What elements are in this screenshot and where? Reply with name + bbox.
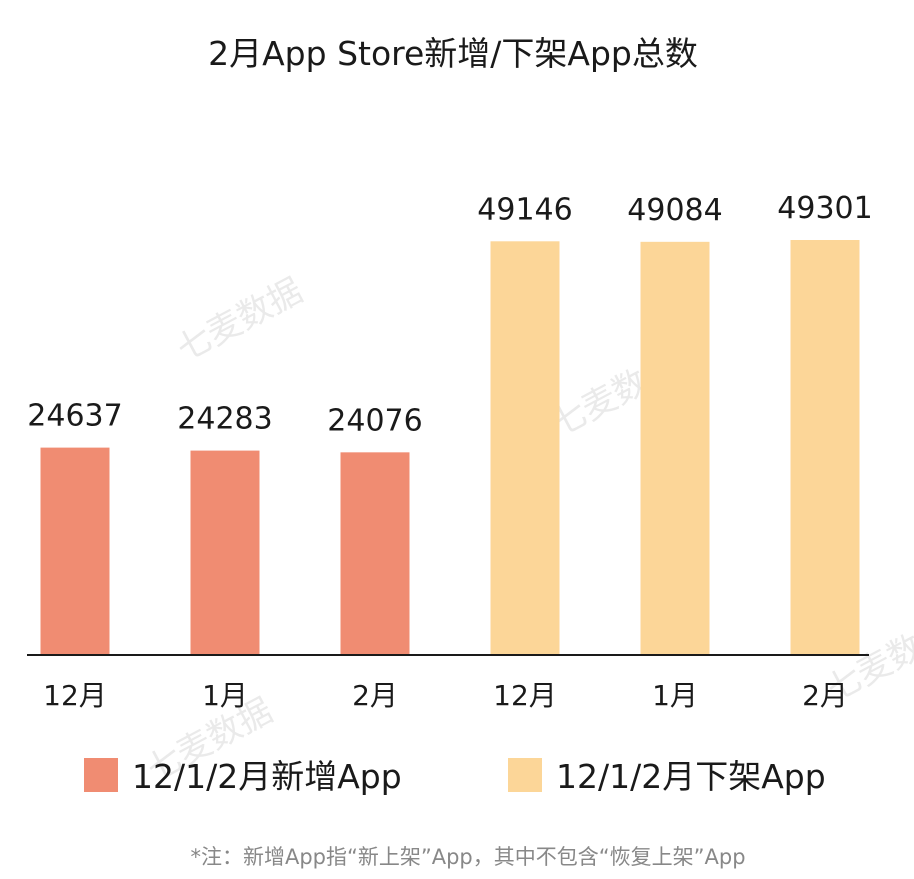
data-label-1: 24283: [177, 402, 272, 437]
bar-removed-3: [490, 241, 560, 655]
data-label-3: 49146: [477, 192, 572, 227]
legend-label-0: 12/1/2月新增App: [132, 757, 402, 796]
watermark-0: 七麦数据: [170, 271, 309, 370]
x-tick-label-0: 12月: [43, 679, 107, 712]
x-tick-label-3: 12月: [493, 679, 557, 712]
bar-added-0: [40, 447, 110, 655]
x-tick-label-1: 1月: [202, 679, 248, 712]
data-label-5: 49301: [777, 191, 872, 226]
chart-title: 2月App Store新增/下架App总数: [208, 34, 698, 73]
x-tick-label-5: 2月: [802, 679, 848, 712]
legend-swatch-1: [508, 758, 542, 792]
bar-removed-4: [640, 241, 710, 655]
data-label-4: 49084: [627, 193, 722, 228]
legend: 12/1/2月新增App 12/1/2月下架App: [84, 757, 826, 796]
bar-added-1: [190, 450, 260, 655]
bar-added-2: [340, 452, 410, 655]
x-tick-label-2: 2月: [352, 679, 398, 712]
x-axis-ticks: 12月 1月 2月 12月 1月 2月: [43, 679, 848, 712]
bar-removed-5: [790, 240, 860, 655]
x-tick-label-4: 1月: [652, 679, 698, 712]
data-label-0: 24637: [27, 399, 122, 434]
data-label-2: 24076: [327, 403, 422, 438]
legend-swatch-0: [84, 758, 118, 792]
bars-group: 24637 24283 24076 49146 49084 49301: [27, 191, 873, 655]
footnote: *注：新增App指“新上架”App，其中不包含“恢复上架”App: [190, 845, 745, 869]
legend-label-1: 12/1/2月下架App: [556, 757, 826, 796]
